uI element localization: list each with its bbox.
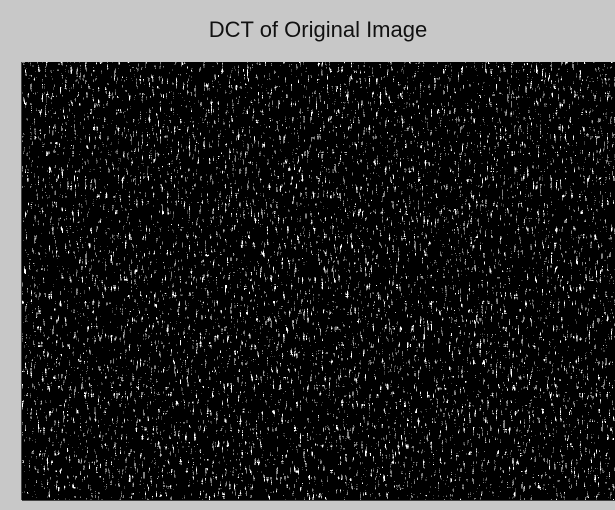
figure-window: DCT of Original Image bbox=[0, 0, 615, 510]
dct-image bbox=[22, 62, 615, 500]
image-title: DCT of Original Image bbox=[209, 17, 427, 42]
page: DCT of Original Image (() => { const dat… bbox=[0, 0, 615, 510]
